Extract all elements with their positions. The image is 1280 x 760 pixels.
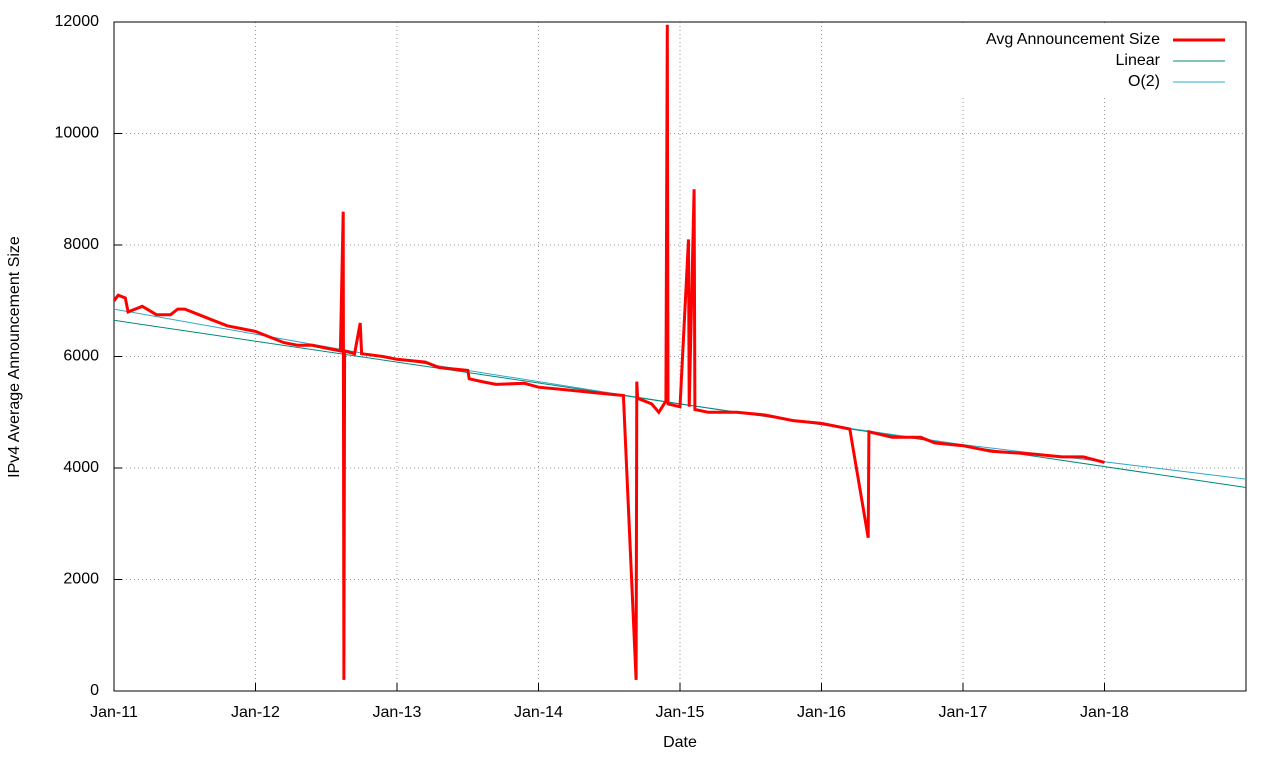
x-tick-label: Jan-11	[90, 704, 138, 721]
y-tick-label: 10000	[55, 125, 100, 142]
series-line	[112, 24, 1105, 680]
plot-frame	[113, 21, 1247, 692]
x-axis-label: Date	[663, 734, 697, 751]
y-tick-label: 12000	[55, 13, 100, 30]
y-tick-label: 2000	[63, 571, 99, 588]
y-tick-label: 4000	[63, 459, 99, 476]
y-tick-label: 0	[90, 682, 99, 699]
x-tick-label: Jan-14	[514, 704, 563, 721]
x-tick-label: Jan-13	[373, 704, 422, 721]
y-axis-label: IPv4 Average Announcement Size	[6, 236, 23, 478]
y-tick-label: 8000	[63, 236, 99, 253]
legend-label: O(2)	[1128, 73, 1160, 90]
x-tick-label: Jan-12	[231, 704, 280, 721]
x-tick-label: Jan-16	[797, 704, 846, 721]
legend-label: Avg Announcement Size	[986, 31, 1160, 48]
y-tick-label: 6000	[63, 348, 99, 365]
legend-label: Linear	[1116, 52, 1161, 69]
x-tick-label: Jan-15	[656, 704, 705, 721]
x-tick-label: Jan-17	[939, 704, 988, 721]
x-tick-label: Jan-18	[1080, 704, 1129, 721]
